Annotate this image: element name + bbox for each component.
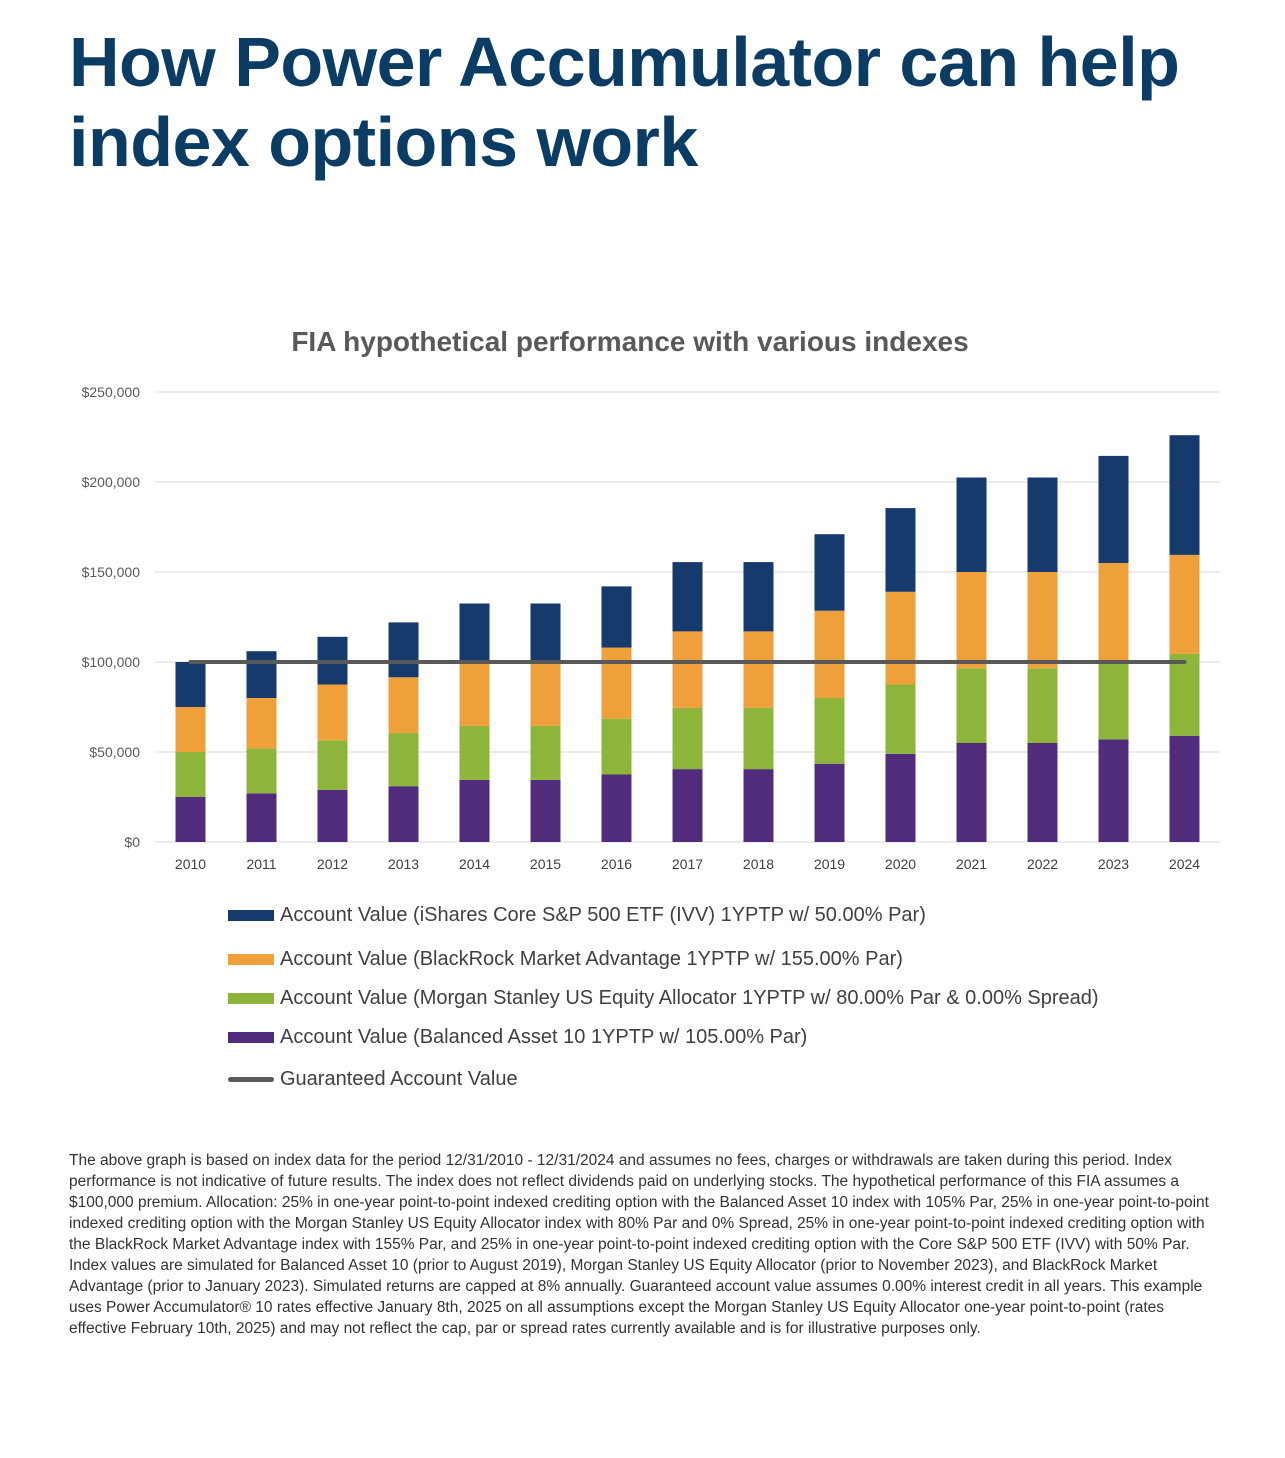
headline: How Power Accumulator can help index opt… <box>69 23 1180 181</box>
bar-segment <box>175 707 206 752</box>
legend-swatch <box>228 992 274 1004</box>
bar-segment <box>175 752 206 797</box>
footnote: The above graph is based on index data f… <box>69 1152 1209 1337</box>
x-tick-label: 2019 <box>814 856 845 872</box>
legend-item: Account Value (Balanced Asset 10 1YPTP w… <box>228 1022 807 1052</box>
legend-item: Account Value (Morgan Stanley US Equity … <box>228 983 1099 1013</box>
legend-swatch <box>228 953 274 965</box>
bar-segment <box>1027 668 1058 743</box>
bar-segment <box>956 477 987 572</box>
bar-segment <box>885 591 916 685</box>
y-tick-label: $100,000 <box>82 654 141 670</box>
bar-segment <box>743 631 774 708</box>
x-tick-label: 2013 <box>388 856 419 872</box>
bar-segment <box>885 753 916 842</box>
bar-segment <box>601 586 632 648</box>
bar-segment <box>530 725 561 780</box>
bar-segment <box>388 622 419 678</box>
legend-item: Account Value (BlackRock Market Advantag… <box>228 944 903 974</box>
bar-segment <box>672 631 703 708</box>
bar-segment <box>956 668 987 743</box>
bar-segment <box>1169 653 1200 736</box>
x-tick-label: 2023 <box>1098 856 1129 872</box>
bar-segment <box>246 651 277 698</box>
stacked-bar-chart: $0 $50,000 $100,000 $150,000 $200,000 $250,00… <box>82 384 1220 872</box>
legend-label: Account Value (iShares Core S&P 500 ETF … <box>280 903 926 926</box>
bar-segment <box>1098 662 1129 740</box>
x-tick-label: 2010 <box>175 856 206 872</box>
bar-segment <box>459 662 490 726</box>
bar-segment <box>459 603 490 662</box>
x-tick-label: 2017 <box>672 856 703 872</box>
bar-segment <box>1169 735 1200 842</box>
bar-segment <box>814 763 845 842</box>
bar-segment <box>388 677 419 734</box>
bar-segment <box>317 740 348 790</box>
bar-segment <box>459 725 490 780</box>
bar-segment <box>459 779 490 842</box>
chart-title: FIA hypothetical performance with variou… <box>291 326 969 357</box>
bar-segment <box>601 774 632 842</box>
x-tick-label: 2015 <box>530 856 561 872</box>
y-tick-label: $150,000 <box>82 564 141 580</box>
bar-segment <box>814 698 845 764</box>
bar-segment <box>1027 572 1058 669</box>
bar-segment <box>885 508 916 592</box>
x-tick-label: 2021 <box>956 856 987 872</box>
bar-segment <box>1027 477 1058 572</box>
y-tick-label: $50,000 <box>89 744 140 760</box>
x-tick-label: 2016 <box>601 856 632 872</box>
bar-segment <box>672 769 703 842</box>
bar-segment <box>814 534 845 611</box>
bar-segment <box>885 684 916 754</box>
bar-segment <box>317 789 348 842</box>
bar-segment <box>1169 554 1200 654</box>
legend-swatch <box>228 909 274 921</box>
legend-label: Account Value (Balanced Asset 10 1YPTP w… <box>280 1025 808 1048</box>
bar-segment <box>530 779 561 842</box>
bar-segment <box>175 797 206 842</box>
legend-swatch <box>228 1031 274 1043</box>
bar-segment <box>530 603 561 662</box>
legend-label: Account Value (Morgan Stanley US Equity … <box>280 986 1099 1009</box>
y-tick-label: $200,000 <box>82 474 141 490</box>
bar-segment <box>743 707 774 770</box>
bar-segment <box>1169 435 1200 555</box>
bar-segment <box>1098 563 1129 663</box>
bar-segment <box>175 662 206 707</box>
bar-segment <box>388 733 419 787</box>
bar-segment <box>672 562 703 632</box>
y-tick-label: $250,000 <box>82 384 141 400</box>
bar-segment <box>1027 743 1058 842</box>
x-tick-label: 2024 <box>1169 856 1200 872</box>
bar-segment <box>530 662 561 726</box>
bar-segment <box>672 707 703 770</box>
legend-item: Guaranteed Account Value <box>228 1064 518 1094</box>
x-tick-label: 2014 <box>459 856 490 872</box>
legend-label: Guaranteed Account Value <box>280 1067 518 1090</box>
x-tick-label: 2011 <box>246 856 276 872</box>
bar-segment <box>814 610 845 698</box>
bar-segment <box>246 698 277 749</box>
legend-item: Account Value (iShares Core S&P 500 ETF … <box>228 900 926 930</box>
bar-segment <box>601 718 632 775</box>
bar-segment <box>743 769 774 842</box>
bar-segment <box>956 572 987 669</box>
bar-segment <box>956 743 987 842</box>
legend-label: Account Value (BlackRock Market Advantag… <box>280 947 903 970</box>
y-tick-label: $0 <box>124 834 140 850</box>
x-tick-label: 2020 <box>885 856 916 872</box>
x-tick-label: 2022 <box>1027 856 1058 872</box>
x-tick-label: 2012 <box>317 856 348 872</box>
bar-segment <box>743 562 774 632</box>
legend-swatch <box>228 1076 274 1082</box>
bar-segment <box>1098 455 1129 563</box>
bar-segment <box>1098 739 1129 842</box>
bar-segment <box>388 786 419 842</box>
bar-segment <box>246 793 277 842</box>
x-tick-label: 2018 <box>743 856 774 872</box>
bar-segment <box>246 748 277 794</box>
bar-segment <box>317 684 348 741</box>
bar-segment <box>601 647 632 719</box>
